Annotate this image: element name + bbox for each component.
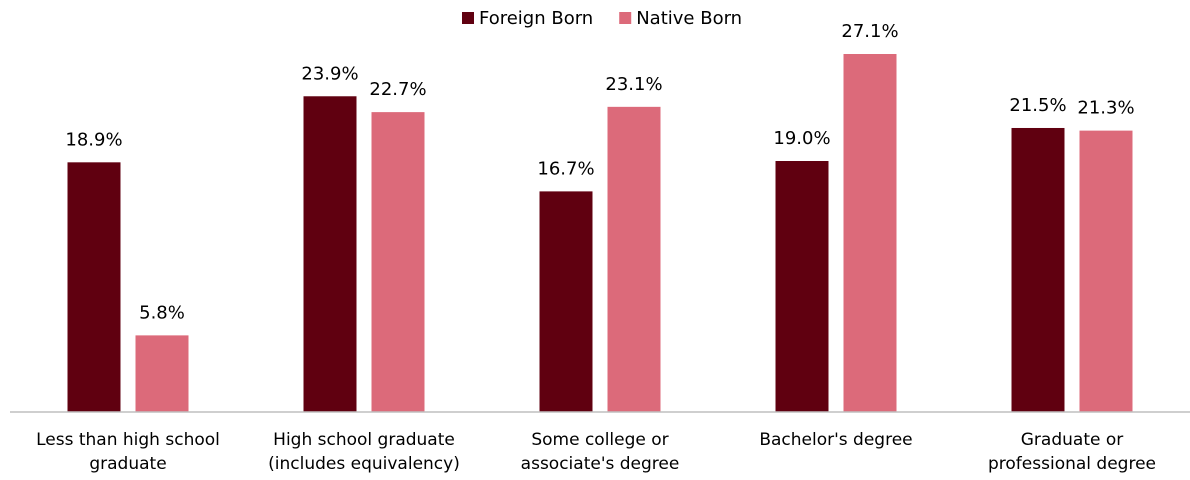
bar <box>135 335 189 412</box>
bar <box>539 191 593 412</box>
legend-swatch <box>462 12 474 24</box>
bar <box>67 162 121 412</box>
data-label: 21.3% <box>1077 98 1134 119</box>
data-label: 5.8% <box>139 302 185 323</box>
x-tick-label: Some college or associate's degree <box>520 430 680 474</box>
bar <box>843 54 897 412</box>
x-tick-label: Bachelor's degree <box>759 430 913 450</box>
data-label: 21.5% <box>1009 95 1066 116</box>
data-label: 23.9% <box>301 63 358 84</box>
data-label: 22.7% <box>369 79 426 100</box>
data-label: 18.9% <box>65 129 122 150</box>
bar <box>775 161 829 412</box>
x-tick-label: Less than high school graduate <box>36 430 220 474</box>
legend-label: Native Born <box>636 8 742 29</box>
bar <box>607 106 661 412</box>
bar <box>1079 130 1133 412</box>
bar <box>303 96 357 412</box>
x-tick-label: High school graduate (includes equivalen… <box>268 430 460 474</box>
data-label: 19.0% <box>773 128 830 149</box>
legend-swatch <box>619 12 632 24</box>
bar <box>1011 127 1065 413</box>
bar <box>371 112 425 412</box>
data-label: 23.1% <box>605 74 662 95</box>
data-label: 16.7% <box>537 158 594 179</box>
x-tick-label: Graduate or professional degree <box>988 430 1156 474</box>
data-label: 27.1% <box>841 21 898 42</box>
legend-label: Foreign Born <box>479 8 593 29</box>
